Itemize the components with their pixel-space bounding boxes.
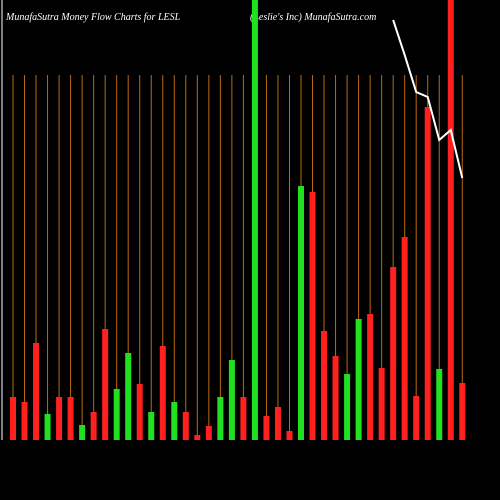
bar xyxy=(459,383,466,440)
bar xyxy=(159,346,166,440)
bar xyxy=(56,397,63,440)
bar xyxy=(321,331,328,440)
bar xyxy=(205,426,212,440)
bar xyxy=(298,186,304,440)
bar xyxy=(171,402,178,440)
bar xyxy=(240,397,247,440)
chart-title: MunafaSutra Money Flow Charts for LESL xyxy=(5,12,181,23)
bar xyxy=(194,435,201,440)
bar xyxy=(378,368,385,440)
bar xyxy=(33,343,40,440)
bar xyxy=(447,0,454,440)
bar xyxy=(413,396,420,440)
bar xyxy=(251,0,258,440)
bar xyxy=(286,431,293,440)
bar xyxy=(21,402,28,440)
bar xyxy=(309,192,316,440)
bar xyxy=(136,384,143,440)
bar xyxy=(401,237,408,440)
chart-subtitle: (Leslie's Inc) MunafaSutra.com xyxy=(250,12,376,23)
bar xyxy=(67,397,74,440)
bar xyxy=(390,267,397,440)
bar xyxy=(424,107,431,440)
bar xyxy=(113,389,120,440)
bar xyxy=(228,360,235,440)
bar xyxy=(217,397,224,440)
bar xyxy=(355,319,362,440)
bar xyxy=(332,356,339,440)
bar xyxy=(79,425,86,440)
bar xyxy=(436,369,443,440)
bar xyxy=(182,412,189,440)
bar xyxy=(148,412,155,440)
bar xyxy=(102,329,109,440)
bar xyxy=(344,374,351,440)
money-flow-line xyxy=(392,19,464,179)
bar xyxy=(125,353,132,440)
bar xyxy=(367,314,374,440)
bar xyxy=(90,412,97,440)
bar xyxy=(263,416,270,440)
bar xyxy=(44,414,51,440)
bar xyxy=(274,407,281,440)
bar xyxy=(10,397,16,440)
